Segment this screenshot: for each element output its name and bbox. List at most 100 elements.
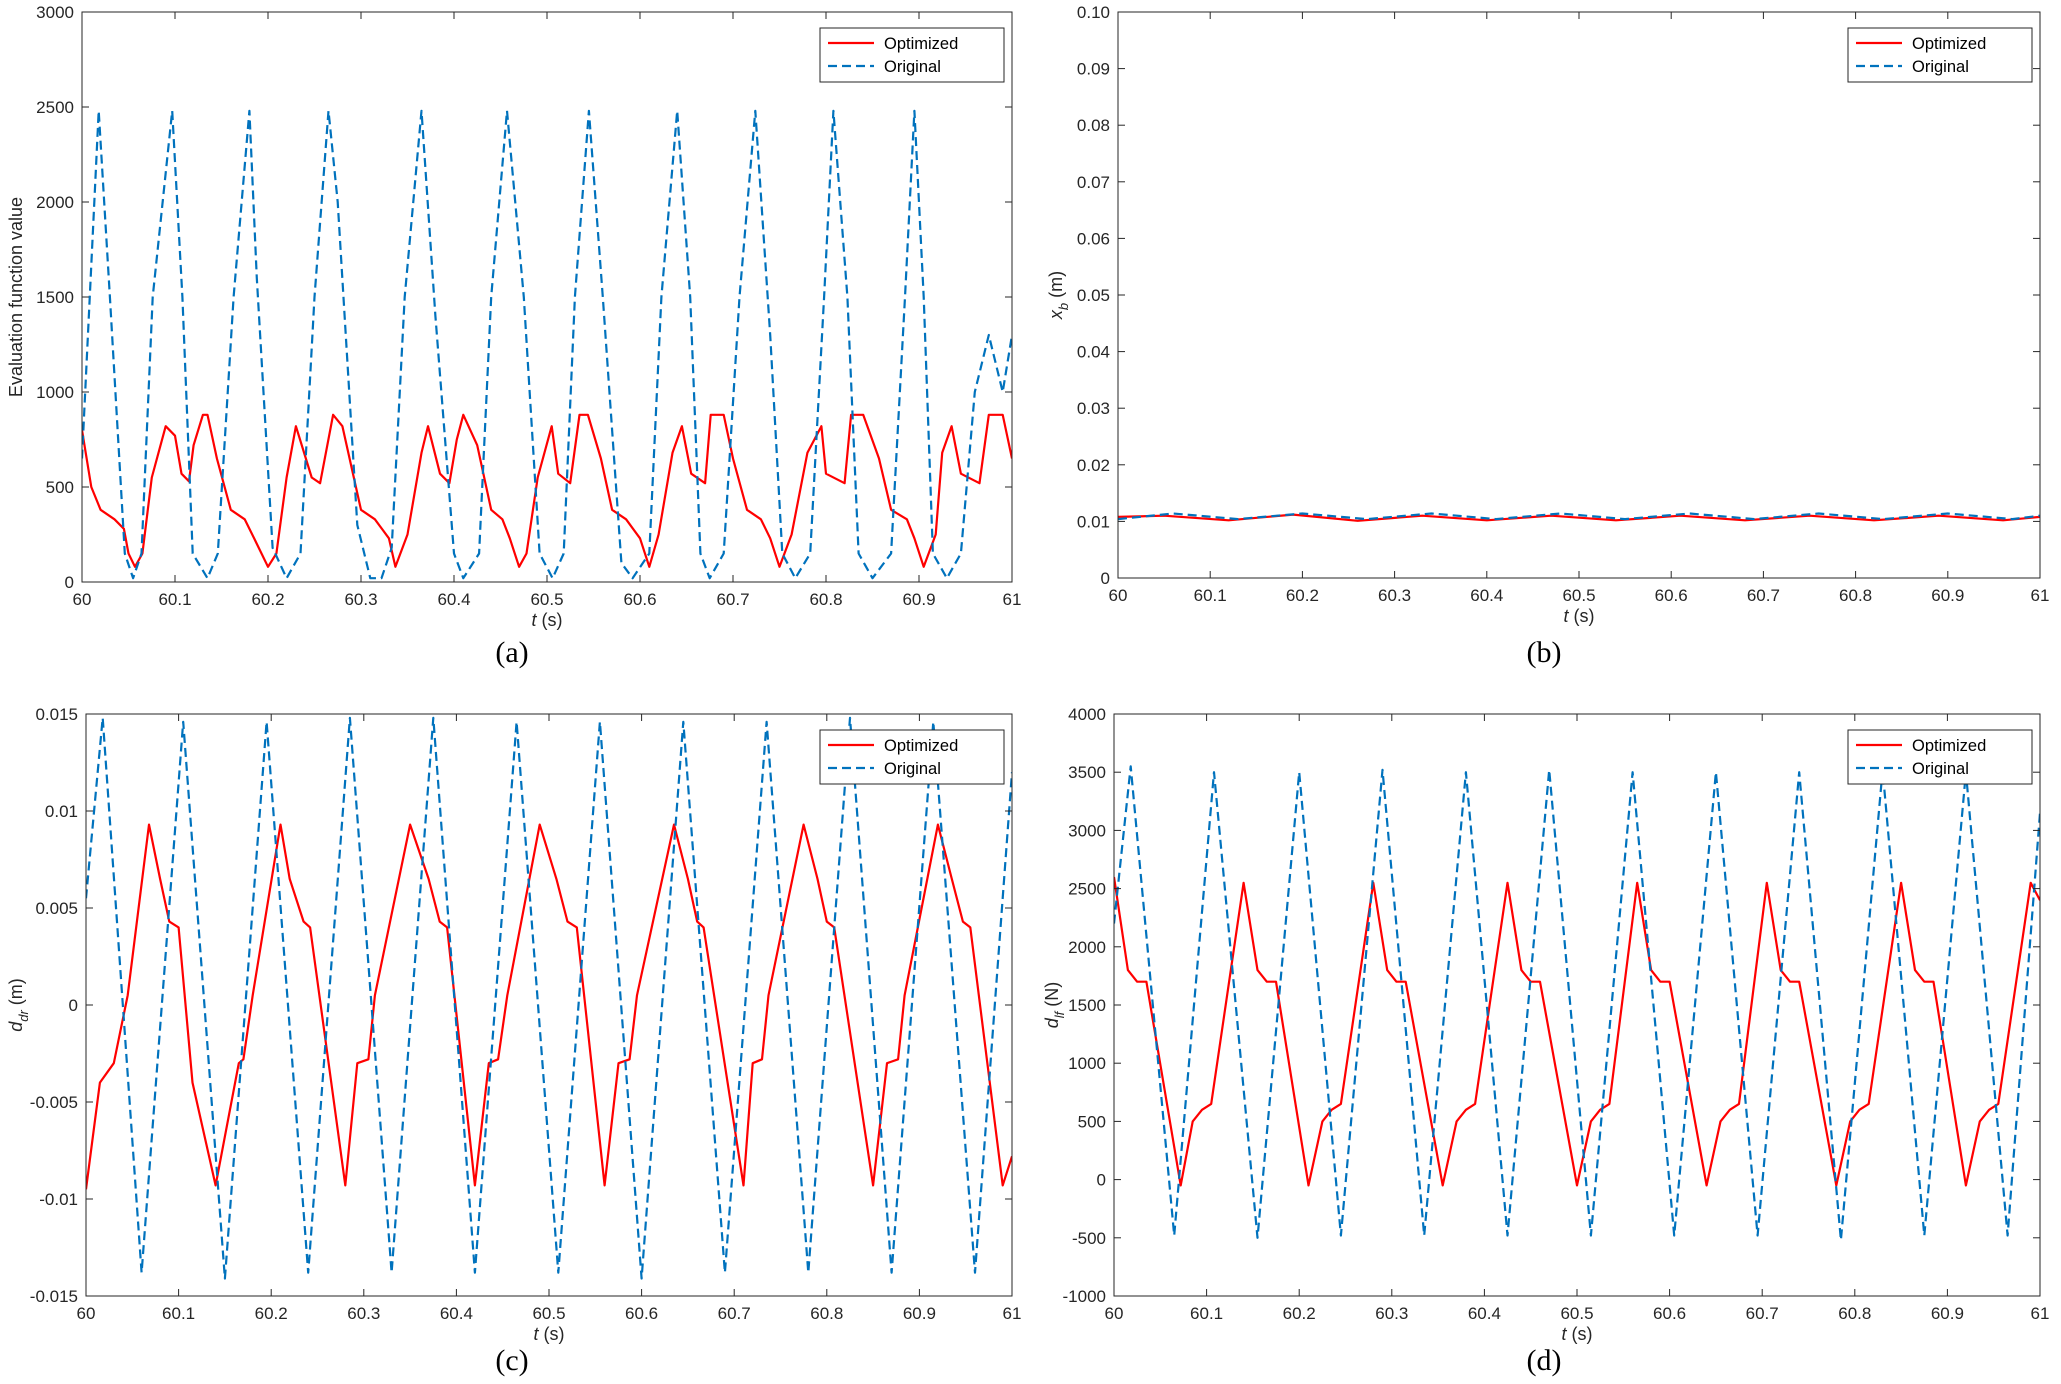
y-tick-label: 500: [46, 478, 74, 497]
y-tick-label: 0: [1101, 569, 1110, 588]
y-tick-label: -500: [1072, 1229, 1106, 1248]
chart-panel-1: 60 60.1 60.2 60.3 60.4 60.5 60.6 60.7 60.8 60.9 61…: [6, 3, 1021, 669]
x-tick-label: 60.9: [1931, 1304, 1964, 1323]
y-tick-label: 3000: [1068, 821, 1106, 840]
y-tick-label: 0.01: [45, 802, 78, 821]
y-tick-label: 0.08: [1077, 116, 1110, 135]
x-tick-label: 60.8: [809, 590, 842, 609]
y-tick-label: 0.005: [35, 899, 78, 918]
y-tick-label: 1000: [36, 383, 74, 402]
x-tick-label: 60.2: [1283, 1304, 1316, 1323]
panel-label: (d): [1527, 1344, 1562, 1377]
x-tick-label: 61: [2031, 1304, 2050, 1323]
x-tick-label: 60.4: [437, 590, 470, 609]
y-tick-label: 0: [69, 996, 78, 1015]
y-tick-label: 0.09: [1077, 60, 1110, 79]
panel-label: (b): [1527, 636, 1562, 669]
y-tick-label: 0.06: [1077, 229, 1110, 248]
x-tick-label: 60.3: [344, 590, 377, 609]
y-tick-label: 0.05: [1077, 286, 1110, 305]
x-tick-label: 60: [1109, 586, 1128, 605]
x-tick-label: 60.2: [251, 590, 284, 609]
x-tick-label: 60.5: [1560, 1304, 1593, 1323]
y-axis-label: ddr (m): [6, 978, 31, 1032]
y-tick-label: 0: [65, 573, 74, 592]
y-tick-label: 0.015: [35, 705, 78, 724]
x-tick-label: 60.6: [625, 1304, 658, 1323]
legend: Optimized Original: [819, 27, 1005, 83]
legend-entry-optimized: Optimized: [1912, 35, 1986, 53]
x-tick-label: 60.7: [1747, 586, 1780, 605]
x-tick-label: 60.8: [810, 1304, 843, 1323]
x-tick-label: 60.1: [162, 1304, 195, 1323]
y-tick-label: 2000: [1068, 938, 1106, 957]
x-tick-label: 60.8: [1838, 1304, 1871, 1323]
plot-area: [82, 12, 1012, 582]
x-tick-label: 60.8: [1839, 586, 1872, 605]
x-tick-label: 60.3: [1378, 586, 1411, 605]
y-tick-label: 4000: [1068, 705, 1106, 724]
series-line-original: [1118, 512, 2040, 521]
legend-entry-optimized: Optimized: [884, 737, 958, 755]
legend-entry-original: Original: [884, 760, 941, 778]
x-tick-label: 60.5: [532, 1304, 565, 1323]
x-tick-label: 60.6: [1653, 1304, 1686, 1323]
x-tick-label: 61: [1003, 590, 1022, 609]
x-tick-label: 60.9: [1931, 586, 1964, 605]
x-tick-label: 60.1: [1190, 1304, 1223, 1323]
legend-entry-original: Original: [884, 58, 941, 76]
x-axis-label: t (s): [533, 1324, 564, 1344]
chart-panel-4: 60 60.1 60.2 60.3 60.4 60.5 60.6 60.7 60.8 60.9 61…: [1042, 705, 2049, 1377]
y-tick-label: 0.01: [1077, 512, 1110, 531]
series-line-original: [1114, 765, 2040, 1242]
y-tick-label: 0.02: [1077, 456, 1110, 475]
legend-box: [819, 27, 1005, 83]
y-tick-label: 3500: [1068, 763, 1106, 782]
y-axis-label: dlf (N): [1042, 982, 1067, 1029]
legend-entry-original: Original: [1912, 760, 1969, 778]
x-tick-label: 60.1: [158, 590, 191, 609]
x-tick-label: 60.5: [530, 590, 563, 609]
x-tick-label: 60.6: [1655, 586, 1688, 605]
x-tick-label: 60.3: [1375, 1304, 1408, 1323]
x-tick-label: 60.6: [623, 590, 656, 609]
x-tick-label: 60.5: [1562, 586, 1595, 605]
y-axis-label: xb (m): [1046, 271, 1071, 320]
y-tick-label: 0.10: [1077, 3, 1110, 22]
y-axis-label: Evaluation function value: [6, 197, 26, 397]
y-tick-label: 0.04: [1077, 343, 1110, 362]
legend-entry-optimized: Optimized: [1912, 737, 1986, 755]
y-tick-label: 0.07: [1077, 173, 1110, 192]
y-tick-label: -0.015: [30, 1287, 78, 1306]
y-tick-label: -0.005: [30, 1093, 78, 1112]
x-tick-label: 60.9: [902, 590, 935, 609]
panel-label: (a): [495, 636, 528, 669]
legend: Optimized Original: [1847, 27, 2033, 83]
x-tick-label: 60: [77, 1304, 96, 1323]
x-tick-label: 60: [73, 590, 92, 609]
legend-box: [1847, 729, 2033, 785]
legend-box: [1847, 27, 2033, 83]
y-tick-label: -1000: [1063, 1287, 1106, 1306]
y-tick-label: 2000: [36, 193, 74, 212]
x-tick-label: 60.7: [716, 590, 749, 609]
series-line-optimized: [82, 413, 1012, 568]
plot-area: [86, 714, 1012, 1296]
x-axis-label: t (s): [531, 610, 562, 630]
legend-entry-original: Original: [1912, 58, 1969, 76]
y-tick-label: 1000: [1068, 1054, 1106, 1073]
series-line-optimized: [86, 823, 1012, 1190]
x-tick-label: 60.2: [1286, 586, 1319, 605]
x-axis-label: t (s): [1561, 1324, 1592, 1344]
y-tick-label: -0.01: [39, 1190, 78, 1209]
y-tick-label: 500: [1078, 1112, 1106, 1131]
y-tick-label: 1500: [1068, 996, 1106, 1015]
chart-panel-3: 60 60.1 60.2 60.3 60.4 60.5 60.6 60.7 60.8 60.9 61…: [6, 705, 1021, 1377]
plot-area: [1118, 12, 2040, 578]
plot-area: [1114, 714, 2040, 1296]
y-tick-label: 2500: [1068, 880, 1106, 899]
x-tick-label: 61: [2031, 586, 2050, 605]
chart-panel-2: 60 60.1 60.2 60.3 60.4 60.5 60.6 60.7 60.8 60.9 61…: [1046, 3, 2049, 669]
x-tick-label: 60.7: [718, 1304, 751, 1323]
